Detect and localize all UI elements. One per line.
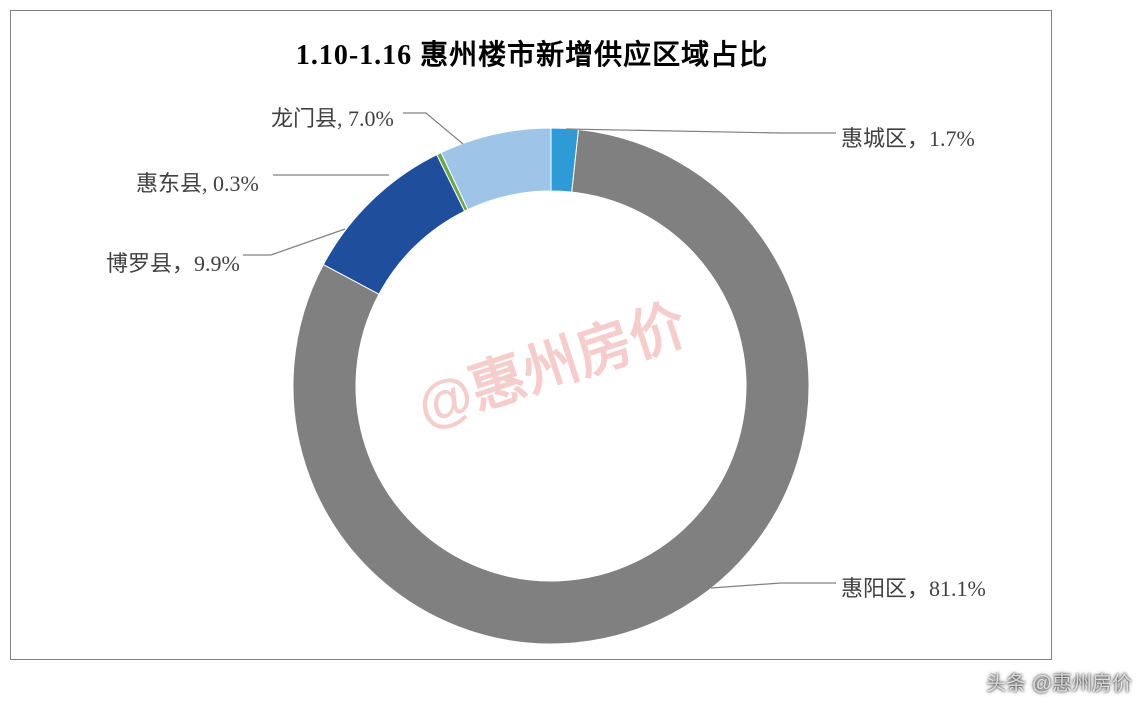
label-huiyang: 惠阳区，81.1% [841,571,986,603]
label-huicheng: 惠城区，1.7% [841,121,975,153]
label-huidong: 惠东县, 0.3% [136,166,259,198]
label-boluo: 博罗县，9.9% [106,246,240,278]
donut-chart [11,11,1053,661]
leader-label-huicheng [566,129,836,133]
watermark-corner: 头条 @惠州房价 [986,667,1132,696]
label-longmen: 龙门县, 7.0% [271,101,394,133]
leader-label-longmen [403,113,463,144]
donut-slices [293,128,809,644]
chart-frame: 1.10-1.16 惠州楼市新增供应区域占比 龙门县, 7.0% 惠东县, 0.… [10,10,1052,660]
leader-label-huiyang [711,583,836,588]
leader-label-boluo [243,229,345,255]
